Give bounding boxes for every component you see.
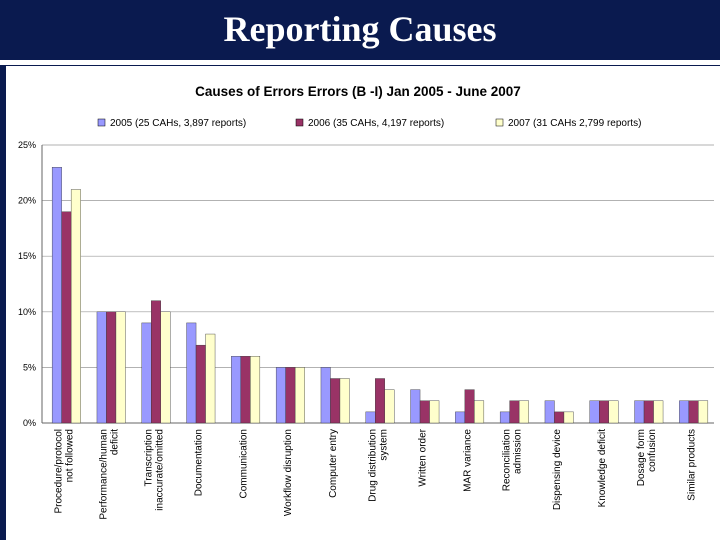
category-label: Performance/human	[98, 429, 109, 520]
slide-title: Reporting Causes	[223, 9, 497, 49]
bar	[240, 356, 251, 424]
bar	[96, 311, 107, 424]
bar	[106, 311, 117, 424]
category-label: Dosage form	[636, 429, 647, 486]
category-label: Procedure/protocol	[54, 429, 65, 514]
bar	[455, 411, 466, 424]
legend-swatch	[295, 118, 304, 127]
bar	[464, 389, 475, 424]
legend-swatch	[495, 118, 504, 127]
legend-label: 2006 (35 CAHs, 4,197 reports)	[308, 118, 444, 129]
category-label: Written order	[418, 428, 429, 486]
category-label: inaccurate/omitted	[154, 429, 165, 511]
bar	[688, 400, 699, 424]
category-label: Knowledge deficit	[597, 429, 608, 508]
bar	[160, 311, 171, 424]
bar	[589, 400, 600, 424]
bar	[250, 356, 261, 424]
bar	[365, 411, 376, 424]
bar	[384, 389, 395, 424]
bar	[599, 400, 609, 424]
category-label: deficit	[109, 429, 120, 455]
category-label: Workflow disruption	[283, 429, 294, 516]
plot-area: 0% 5% 10% 15% 20% 25% Procedure/protocol not fo…	[18, 140, 714, 520]
bar	[375, 378, 385, 424]
bar	[285, 367, 296, 424]
bar	[509, 400, 520, 424]
bar	[518, 400, 529, 424]
bar	[51, 167, 62, 424]
bar	[563, 411, 574, 424]
category-label: Dispensing device	[552, 429, 563, 511]
category-label: Reconciliation	[502, 429, 513, 491]
bar	[294, 367, 305, 424]
bar	[339, 378, 350, 424]
bar	[115, 311, 126, 424]
bar	[554, 411, 565, 424]
bar	[70, 189, 81, 424]
category-label: Computer entry	[328, 429, 339, 498]
chart-panel: Causes of Errors Errors (B -I) Jan 2005 …	[6, 66, 720, 540]
bar	[419, 400, 430, 424]
category-label: Drug distribution	[367, 429, 378, 502]
bar	[231, 356, 242, 424]
bar	[275, 367, 286, 424]
bar	[320, 367, 331, 424]
bar	[410, 389, 421, 424]
bar	[186, 322, 197, 424]
category-label: Documentation	[194, 429, 205, 496]
title-divider	[0, 60, 720, 65]
y-tick-label: 15%	[18, 251, 36, 261]
legend-swatch	[97, 118, 106, 127]
category-label: confusion	[647, 429, 658, 472]
category-label: not followed	[65, 429, 76, 482]
bar	[205, 333, 216, 424]
bar	[499, 411, 510, 424]
y-tick-label: 25%	[18, 140, 36, 150]
category-label: Similar products	[686, 429, 697, 501]
bar	[653, 400, 664, 424]
category-label: Communication	[238, 429, 249, 498]
bar	[643, 400, 654, 424]
y-tick-label: 0%	[23, 418, 36, 428]
category-label: Transcription	[143, 429, 154, 486]
category-label: admission	[513, 429, 524, 474]
bar	[429, 400, 440, 424]
bar	[698, 400, 709, 424]
bar	[634, 400, 645, 424]
category-label: system	[378, 429, 389, 461]
legend-label: 2007 (31 CAHs 2,799 reports)	[508, 118, 641, 129]
chart-title: Causes of Errors Errors (B -I) Jan 2005 …	[195, 84, 521, 99]
y-tick-label: 5%	[23, 362, 36, 372]
bar	[474, 400, 485, 424]
y-tick-label: 20%	[18, 196, 36, 206]
bar	[195, 344, 206, 424]
category-label: MAR variance	[462, 429, 473, 492]
legend-label: 2005 (25 CAHs, 3,897 reports)	[110, 118, 246, 129]
bar	[679, 400, 690, 424]
bar	[141, 322, 152, 424]
chart-legend: 2005 (25 CAHs, 3,897 reports) 2006 (35 CA…	[97, 118, 641, 129]
bar-chart: Causes of Errors Errors (B -I) Jan 2005 …	[18, 84, 714, 520]
y-tick-label: 10%	[18, 307, 36, 317]
bar	[330, 378, 341, 424]
bar	[608, 400, 619, 424]
bar	[61, 211, 72, 424]
bar	[544, 400, 555, 424]
bar	[151, 300, 161, 424]
